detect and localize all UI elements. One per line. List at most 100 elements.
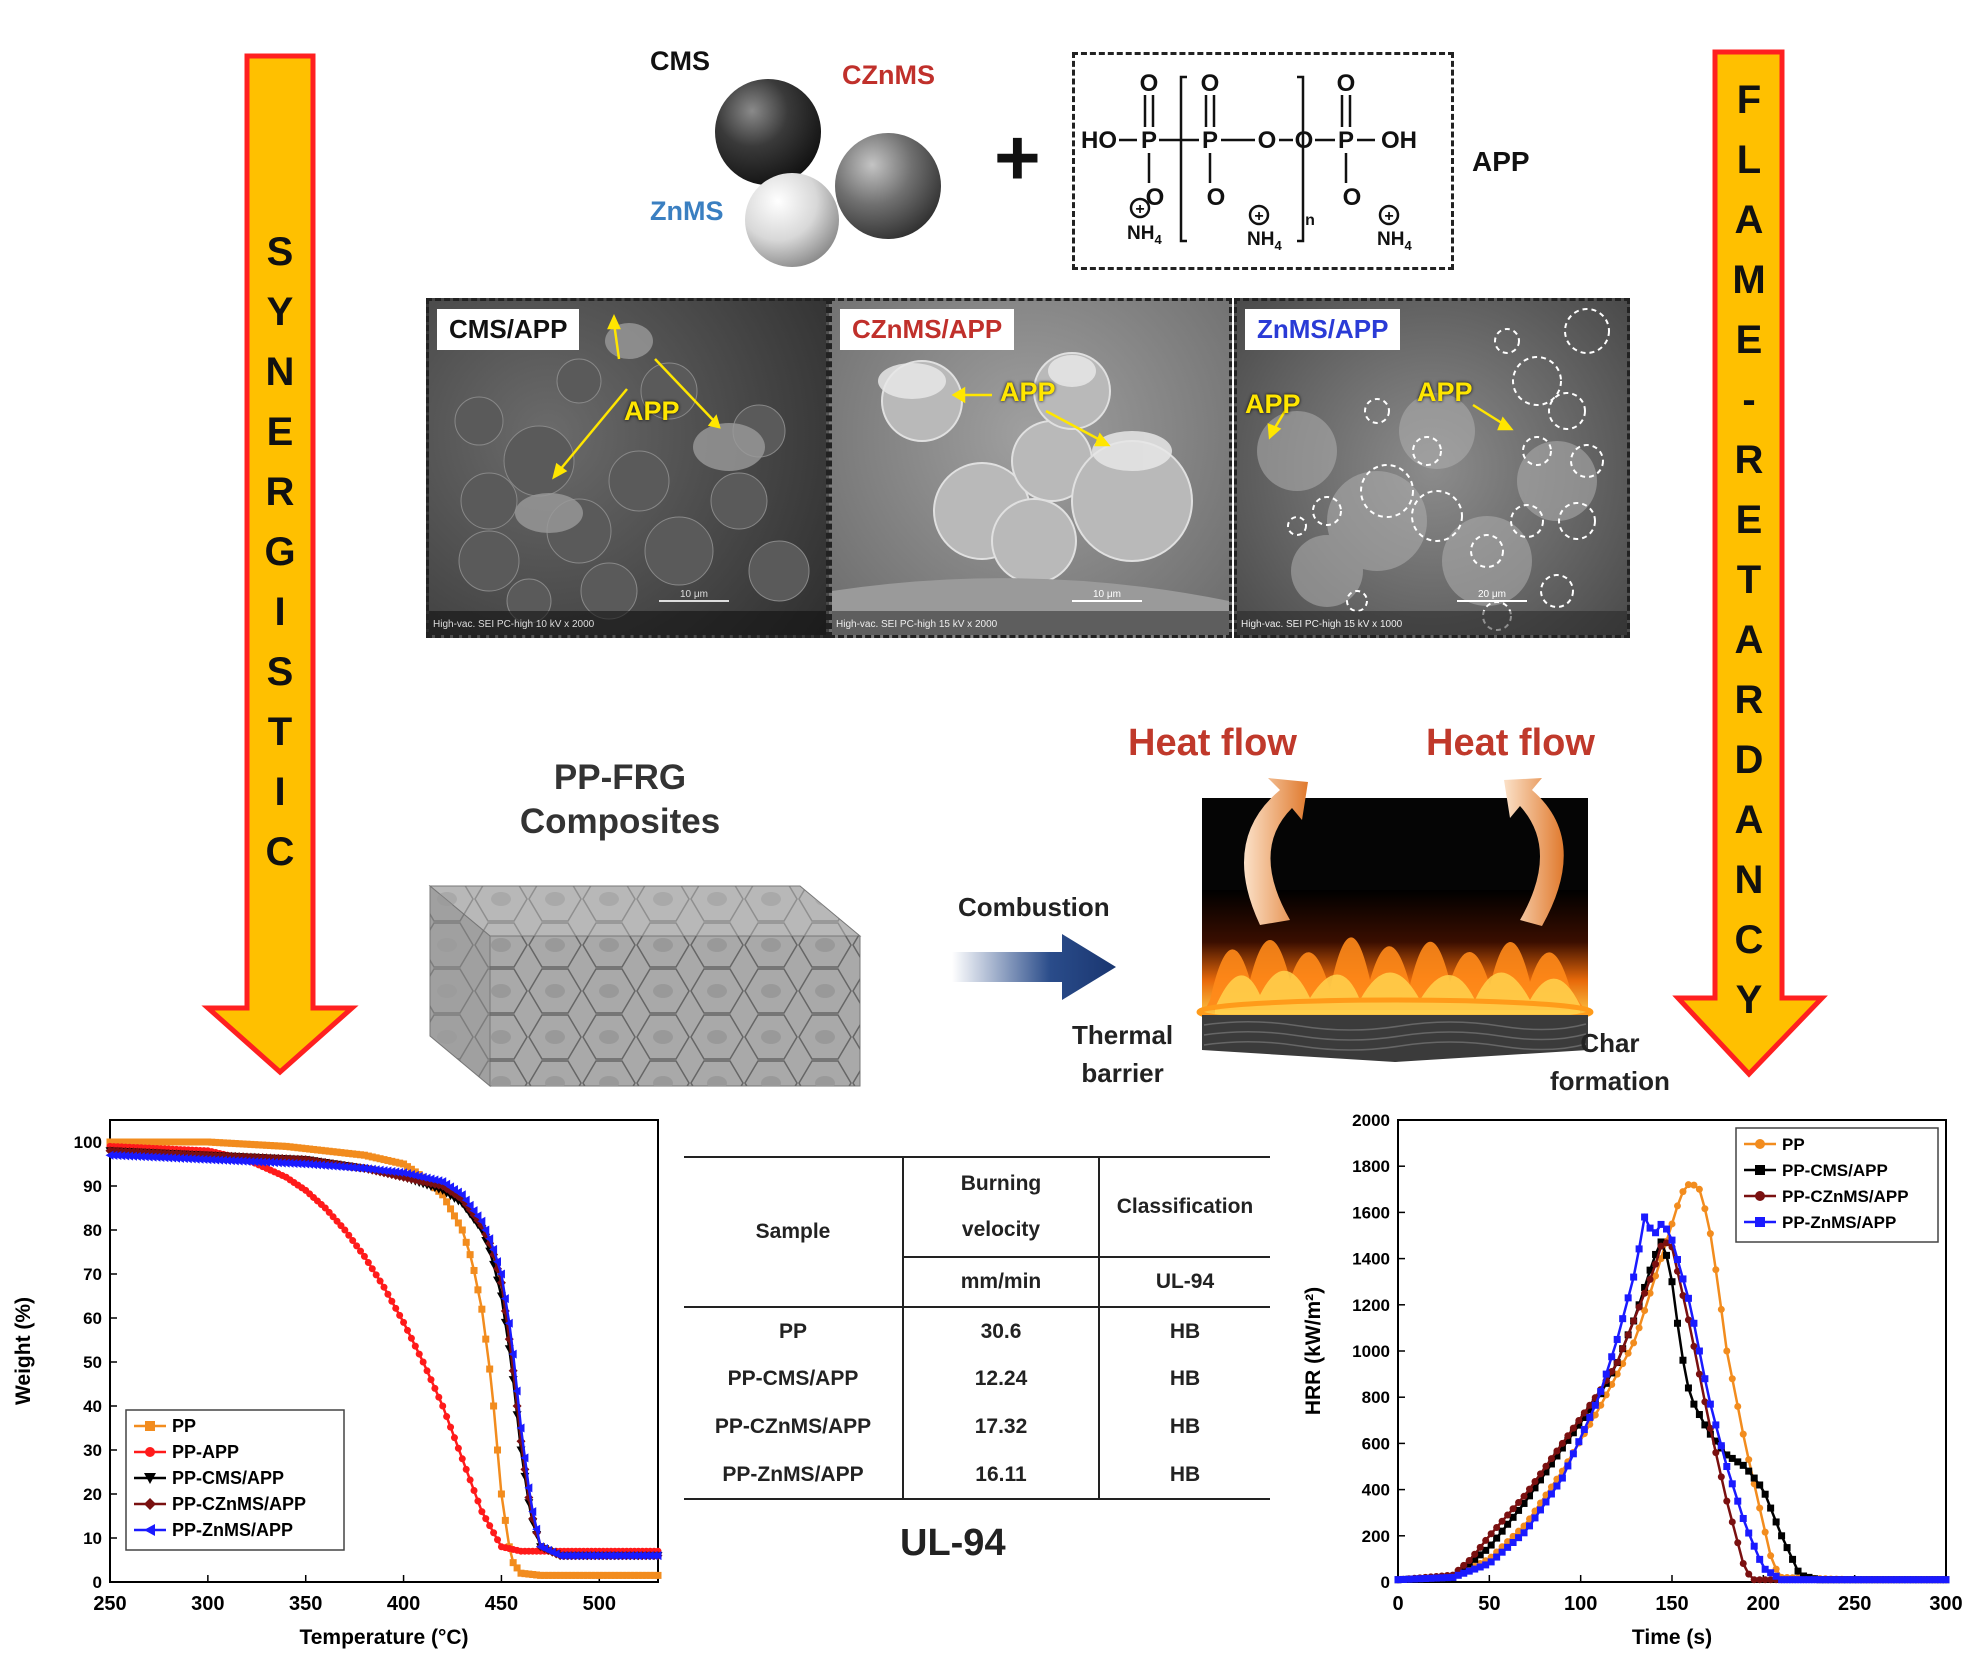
data-point — [222, 1155, 231, 1165]
data-point — [1547, 1490, 1555, 1498]
data-point — [1630, 1273, 1638, 1281]
data-point — [242, 1156, 251, 1166]
data-point — [192, 1138, 200, 1146]
data-point — [1755, 1139, 1765, 1149]
series-line — [1397, 1213, 1946, 1581]
arrow-letter: C — [1734, 918, 1764, 962]
sem-footer: High-vac. SEI PC-high 15 kV x 2000 — [836, 619, 998, 630]
data-point — [1723, 1451, 1731, 1459]
data-point — [490, 1529, 498, 1537]
arrow-letter: L — [1736, 138, 1762, 182]
data-point — [504, 1318, 513, 1328]
data-point — [500, 1294, 509, 1304]
data-point — [423, 1367, 431, 1375]
data-point — [1701, 1398, 1709, 1406]
table-header-velocity: Burning velocity — [903, 1157, 1100, 1258]
data-point — [376, 1155, 384, 1163]
data-point — [560, 1571, 568, 1579]
data-point — [638, 1571, 646, 1579]
data-point — [255, 1141, 263, 1149]
app-label: APP — [1472, 146, 1530, 177]
y-tick-label: 2000 — [1352, 1111, 1390, 1130]
formula-nh: NH — [1247, 229, 1274, 250]
y-tick-label: 20 — [83, 1485, 102, 1504]
data-point — [447, 1205, 455, 1213]
data-point — [1646, 1275, 1654, 1283]
arrow-letter: A — [1734, 798, 1764, 842]
table-cell-sample: PP-ZnMS/APP — [684, 1451, 904, 1499]
sem-annotation-app: APP — [624, 396, 680, 426]
data-point — [1657, 1220, 1665, 1228]
arrow-letter: F — [1736, 78, 1762, 122]
data-point — [273, 1158, 282, 1168]
table-header-sample: Sample — [684, 1157, 904, 1307]
data-point — [145, 1421, 155, 1431]
data-point — [450, 1434, 458, 1442]
data-point — [1526, 1522, 1534, 1530]
data-point — [309, 1160, 318, 1170]
data-point — [1789, 1555, 1797, 1563]
data-point — [1756, 1504, 1764, 1512]
data-point — [485, 1234, 494, 1244]
data-point — [152, 1152, 161, 1162]
data-point — [1706, 1430, 1714, 1438]
data-point — [1761, 1490, 1769, 1498]
data-point — [357, 1247, 365, 1255]
data-point — [490, 1402, 498, 1410]
arrow-letter: N — [265, 350, 295, 394]
data-point — [1564, 1432, 1572, 1440]
y-tick-label: 10 — [83, 1529, 102, 1548]
arrow-letter: Y — [266, 290, 294, 334]
data-point — [1547, 1455, 1555, 1463]
data-point — [470, 1486, 478, 1494]
data-point — [320, 1160, 329, 1170]
data-point — [634, 1571, 642, 1579]
data-point — [1405, 1575, 1413, 1583]
data-point — [1684, 1294, 1692, 1302]
composite-title-line2: Composites — [519, 802, 721, 841]
data-point — [439, 1402, 447, 1410]
app-structure-formula: HO P P O O P OH O O O O O O + + + n NH4 … — [1081, 70, 1417, 253]
x-tick-label: 250 — [93, 1593, 126, 1615]
series-pp-znms-app — [1394, 1213, 1950, 1584]
arrow-letter: R — [1734, 678, 1764, 722]
data-point — [375, 1165, 384, 1175]
data-point — [128, 1151, 137, 1161]
data-point — [1871, 1576, 1879, 1584]
data-point — [1504, 1520, 1512, 1528]
data-point — [200, 1138, 208, 1146]
data-point — [226, 1156, 235, 1166]
data-point — [1712, 1437, 1720, 1445]
data-point — [1750, 1576, 1758, 1584]
legend-label: PP-ZnMS/APP — [1782, 1213, 1896, 1232]
y-tick-label: 400 — [1362, 1481, 1390, 1500]
data-point — [1712, 1449, 1720, 1457]
data-point — [1652, 1260, 1660, 1268]
data-point — [1794, 1567, 1802, 1575]
data-point — [1410, 1575, 1418, 1583]
char-formation-line1: Char — [1580, 1028, 1640, 1058]
data-point — [269, 1158, 278, 1168]
data-point — [1553, 1482, 1561, 1490]
x-tick-label: 300 — [1929, 1593, 1962, 1615]
data-point — [457, 1190, 466, 1200]
data-point — [1536, 1476, 1544, 1484]
data-point — [1515, 1527, 1523, 1535]
data-point — [246, 1157, 255, 1167]
data-point — [1586, 1413, 1594, 1421]
data-point — [1756, 1555, 1764, 1563]
data-point — [1876, 1576, 1884, 1584]
data-point — [508, 1349, 517, 1359]
data-point — [478, 1305, 486, 1313]
x-axis-label: Temperature (°C) — [299, 1626, 468, 1649]
data-point — [293, 1159, 302, 1169]
data-point — [145, 1447, 155, 1457]
data-point — [1630, 1317, 1638, 1325]
data-point — [591, 1571, 599, 1579]
data-point — [1591, 1401, 1599, 1409]
data-point — [447, 1423, 455, 1431]
data-point — [528, 1507, 537, 1517]
data-point — [368, 1153, 376, 1161]
data-point — [1756, 1481, 1764, 1489]
data-point — [137, 1138, 145, 1146]
